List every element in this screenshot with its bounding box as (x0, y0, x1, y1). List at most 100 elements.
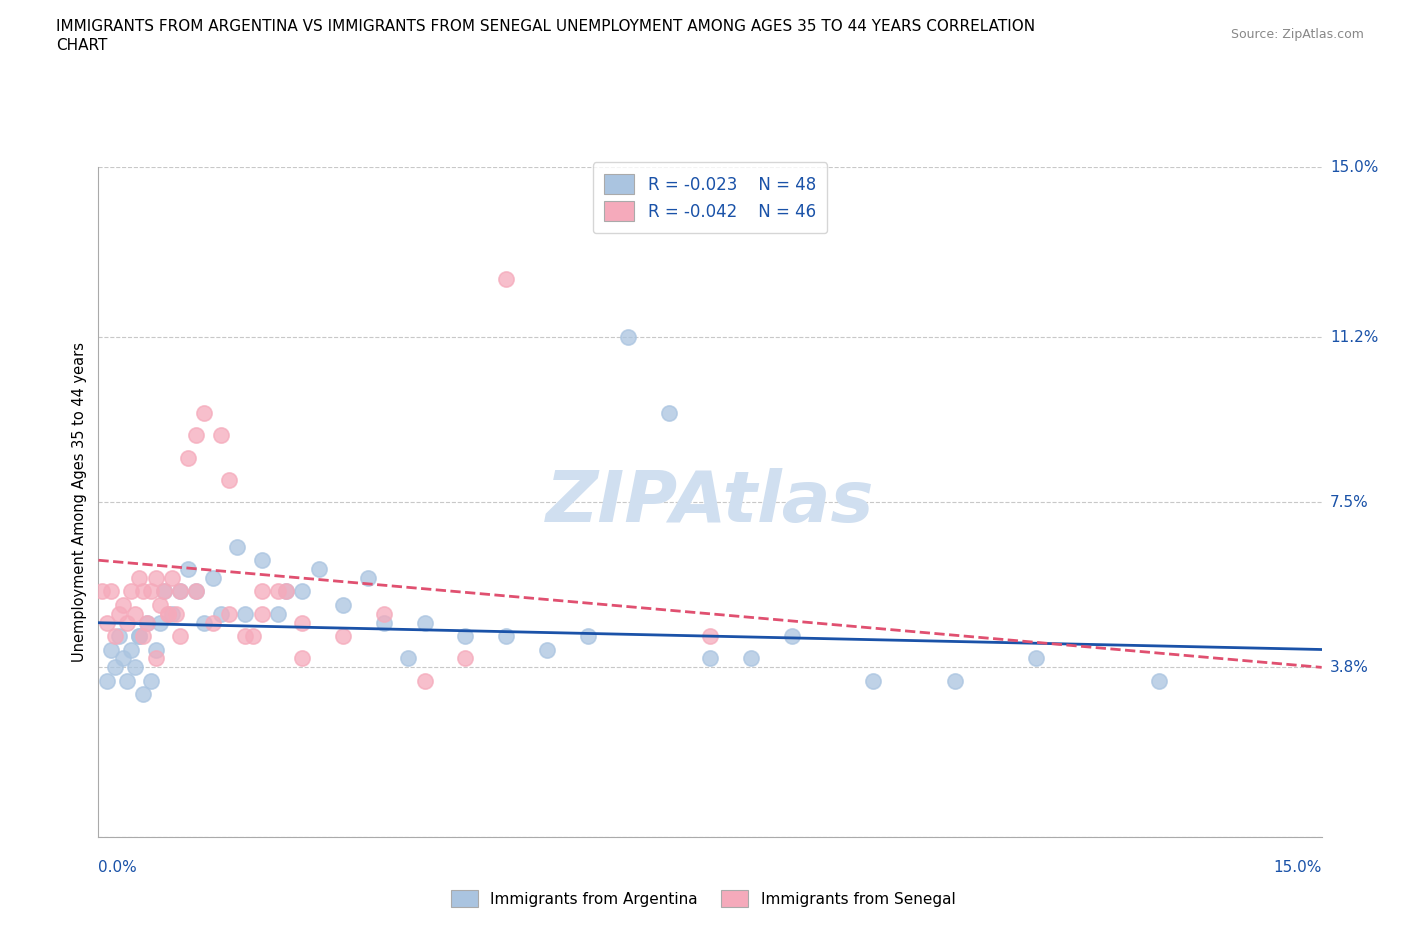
Point (169, 629, 191, 644)
Point (160, 571, 183, 586)
Text: ZIPAtlas: ZIPAtlas (546, 468, 875, 537)
Point (226, 539, 249, 554)
Text: 15.0%: 15.0% (1330, 160, 1378, 175)
Point (149, 616, 172, 631)
Point (145, 651, 167, 666)
Point (96, 616, 118, 631)
Point (141, 584, 163, 599)
Point (780, 629, 803, 644)
Point (104, 629, 127, 644)
Point (413, 673, 436, 688)
Point (160, 606, 183, 621)
Point (108, 606, 131, 621)
Point (177, 450, 200, 465)
Point (454, 629, 477, 644)
Legend: Immigrants from Argentina, Immigrants from Senegal: Immigrants from Argentina, Immigrants fr… (444, 884, 962, 913)
Point (120, 584, 142, 599)
Point (250, 552, 273, 567)
Point (218, 472, 240, 487)
Point (132, 584, 155, 599)
Point (186, 428, 208, 443)
Point (201, 571, 224, 586)
Point (209, 428, 232, 443)
Point (145, 642, 167, 657)
Point (100, 642, 122, 657)
Point (291, 616, 314, 631)
Point (308, 562, 330, 577)
Point (124, 660, 146, 675)
Point (291, 584, 314, 599)
Point (658, 405, 681, 420)
Point (156, 606, 179, 621)
Point (862, 673, 884, 688)
Point (267, 606, 290, 621)
Point (124, 606, 146, 621)
Point (373, 606, 395, 621)
Point (132, 629, 155, 644)
Point (108, 629, 131, 644)
Text: Source: ZipAtlas.com: Source: ZipAtlas.com (1230, 28, 1364, 41)
Y-axis label: Unemployment Among Ages 35 to 44 years: Unemployment Among Ages 35 to 44 years (72, 342, 87, 662)
Text: 11.2%: 11.2% (1330, 329, 1378, 344)
Point (332, 597, 354, 612)
Text: 7.5%: 7.5% (1330, 495, 1368, 510)
Point (100, 584, 122, 599)
Point (156, 606, 179, 621)
Point (128, 571, 150, 586)
Point (128, 629, 150, 644)
Point (145, 571, 167, 586)
Point (274, 584, 297, 599)
Point (699, 629, 721, 644)
Point (396, 651, 419, 666)
Point (250, 606, 273, 621)
Point (699, 651, 721, 666)
Point (576, 629, 599, 644)
Point (495, 272, 517, 286)
Point (104, 660, 127, 675)
Point (454, 651, 477, 666)
Point (209, 606, 232, 621)
Point (1147, 673, 1170, 688)
Point (267, 584, 290, 599)
Point (120, 642, 142, 657)
Point (356, 571, 378, 586)
Point (495, 629, 517, 644)
Point (201, 616, 224, 631)
Point (96, 673, 118, 688)
Point (332, 629, 354, 644)
Point (186, 584, 208, 599)
Point (149, 597, 172, 612)
Point (136, 616, 159, 631)
Point (193, 405, 215, 420)
Text: 15.0%: 15.0% (1274, 860, 1322, 875)
Point (291, 651, 314, 666)
Point (115, 673, 138, 688)
Point (136, 616, 159, 631)
Point (242, 629, 264, 644)
Text: IMMIGRANTS FROM ARGENTINA VS IMMIGRANTS FROM SENEGAL UNEMPLOYMENT AMONG AGES 35 : IMMIGRANTS FROM ARGENTINA VS IMMIGRANTS … (56, 19, 1035, 53)
Point (165, 606, 187, 621)
Text: 3.8%: 3.8% (1330, 660, 1369, 675)
Point (617, 329, 640, 344)
Point (115, 616, 138, 631)
Point (128, 629, 150, 644)
Point (943, 673, 966, 688)
Point (233, 629, 256, 644)
Legend: R = -0.023    N = 48, R = -0.042    N = 46: R = -0.023 N = 48, R = -0.042 N = 46 (592, 163, 828, 233)
Point (152, 584, 174, 599)
Point (218, 606, 240, 621)
Point (132, 686, 155, 701)
Point (111, 597, 134, 612)
Point (193, 616, 215, 631)
Point (740, 651, 762, 666)
Point (152, 584, 174, 599)
Point (274, 584, 297, 599)
Point (169, 584, 191, 599)
Point (177, 562, 200, 577)
Point (1025, 651, 1047, 666)
Point (169, 584, 191, 599)
Point (413, 616, 436, 631)
Point (233, 606, 256, 621)
Point (91, 584, 114, 599)
Text: 0.0%: 0.0% (98, 860, 138, 875)
